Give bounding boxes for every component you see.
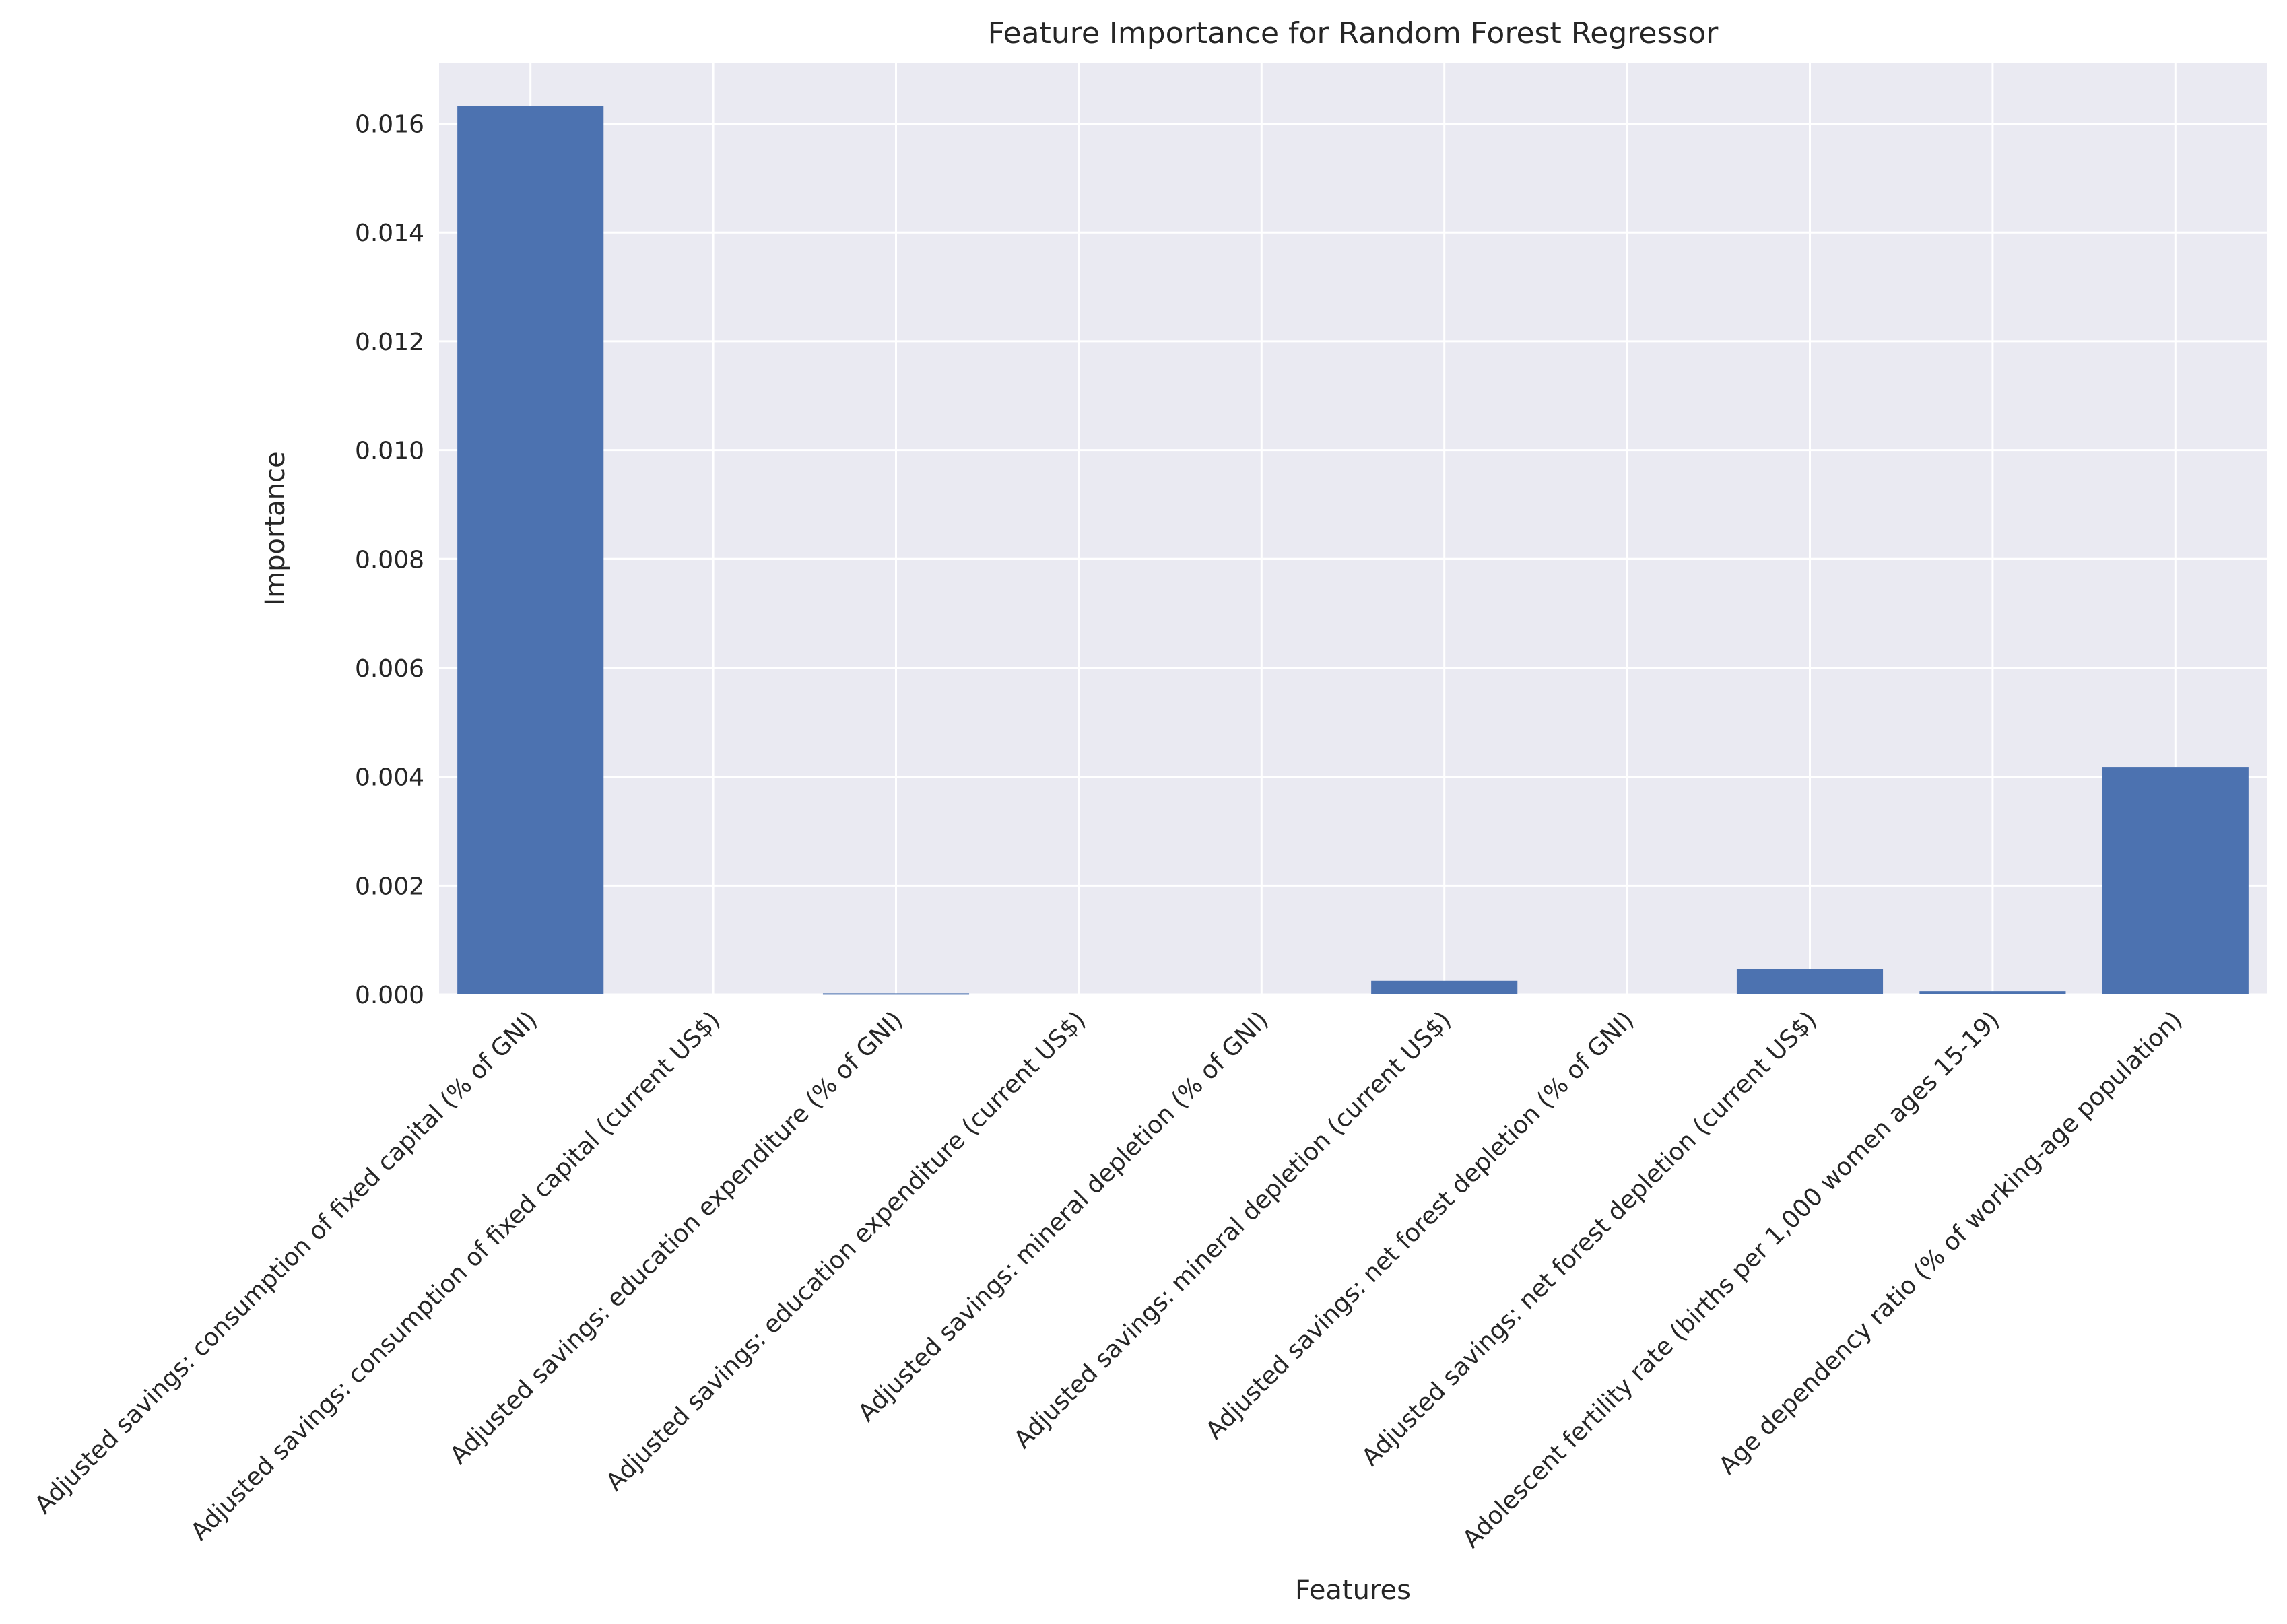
- y-tick-label: 0.016: [355, 111, 424, 139]
- x-tick-label: Adjusted savings: education expenditure …: [444, 1006, 908, 1469]
- y-tick-label: 0.000: [355, 982, 424, 1009]
- bar: [457, 106, 604, 995]
- bar: [1919, 991, 2066, 994]
- x-tick-labels: Adjusted savings: consumption of fixed c…: [30, 1006, 2188, 1553]
- y-tick-label: 0.008: [355, 546, 424, 574]
- bar: [1371, 980, 1518, 994]
- y-tick-label: 0.002: [355, 873, 424, 900]
- bar: [2102, 767, 2249, 994]
- bar: [1736, 969, 1884, 994]
- bar: [822, 993, 970, 995]
- x-tick-label: Adjusted savings: mineral depletion (% o…: [853, 1006, 1273, 1427]
- y-tick-label: 0.012: [355, 329, 424, 356]
- y-tick-label: 0.006: [355, 655, 424, 683]
- y-tick-labels: 0.000 0.002 0.004 0.006 0.008 0.010 0.012 0.014…: [355, 111, 424, 1009]
- y-tick-label: 0.004: [355, 764, 424, 792]
- y-axis-label: Importance: [260, 451, 291, 605]
- plot-area: [439, 63, 2267, 994]
- y-tick-label: 0.014: [355, 219, 424, 247]
- chart-title: Feature Importance for Random Forest Reg…: [988, 16, 1719, 50]
- bars: [457, 106, 2249, 995]
- y-tick-label: 0.010: [355, 438, 424, 465]
- x-tick-label: Adjusted savings: mineral depletion (cur…: [1009, 1006, 1457, 1454]
- x-tick-label: Adjusted savings: net forest depletion (…: [1201, 1006, 1640, 1445]
- x-axis-label: Features: [1295, 1575, 1411, 1606]
